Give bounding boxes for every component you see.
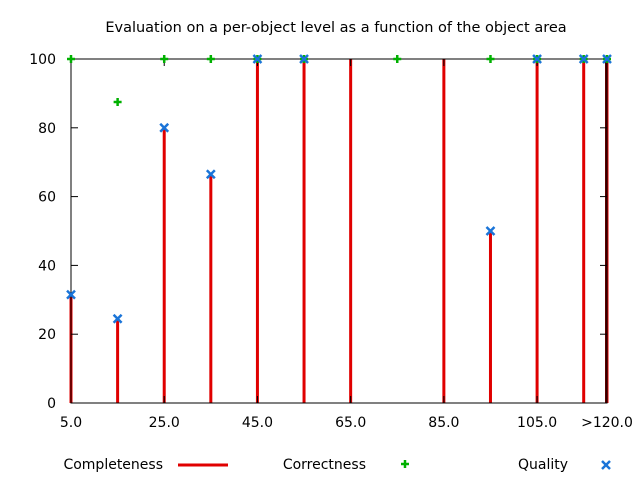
quality-point: [159, 122, 170, 133]
quality-point: [578, 54, 589, 64]
quality-marker-b: [532, 54, 542, 64]
quality-marker-b: [112, 313, 123, 324]
correctness-point: [160, 55, 169, 63]
correctness-point: [113, 98, 122, 106]
quality-marker-b: [299, 54, 309, 64]
quality-point: [112, 313, 123, 324]
legend-swatch-correctness: [401, 460, 409, 468]
quality-marker-b: [578, 54, 589, 64]
y-tick-label: 0: [47, 396, 56, 412]
quality-point: [205, 169, 216, 180]
x-tick-label: 5.0: [60, 415, 82, 431]
quality-marker-b: [252, 54, 263, 64]
quality-point: [66, 289, 76, 300]
y-tick-label: 100: [29, 52, 56, 68]
quality-point: [602, 54, 612, 64]
quality-marker-b: [205, 169, 216, 180]
quality-marker-b: [485, 226, 496, 236]
quality-point: [299, 54, 309, 64]
plot-frame: [70, 58, 608, 404]
quality-marker-b: [601, 460, 611, 470]
correctness-point: [393, 55, 402, 63]
y-tick-label: 40: [38, 258, 56, 274]
x-tick-label: 25.0: [149, 415, 180, 431]
x-tick-label: 65.0: [335, 415, 366, 431]
quality-marker-b: [602, 54, 612, 64]
legend-label: Quality: [518, 457, 568, 473]
y-tick-label: 80: [38, 121, 56, 137]
legend-label: Completeness: [63, 457, 163, 473]
x-tick-label: 85.0: [428, 415, 459, 431]
chart-title: Evaluation on a per-object level as a fu…: [105, 20, 566, 36]
x-tick-label: >120.0: [581, 415, 633, 431]
legend-swatch-quality: [601, 460, 611, 470]
y-tick-label: 20: [38, 327, 56, 343]
x-tick-label: 105.0: [517, 415, 557, 431]
markers-layer: [66, 54, 612, 324]
bars-layer: [69, 59, 609, 403]
correctness-point: [486, 55, 495, 63]
quality-marker-b: [66, 289, 76, 300]
legend: Completeness Correctness Quality: [63, 457, 611, 473]
x-tick-label: 45.0: [242, 415, 273, 431]
correctness-point: [206, 55, 215, 63]
quality-marker-b: [159, 122, 170, 133]
quality-point: [252, 54, 263, 64]
quality-point: [532, 54, 542, 64]
legend-label: Correctness: [283, 457, 366, 473]
y-tick-label: 60: [38, 190, 56, 206]
correctness-point: [67, 55, 75, 63]
quality-point: [485, 226, 496, 236]
axis-ticks: 0 20 40 60 80 100 5.0 25.0 45.0 65.0 85.0 105.0 >120…: [29, 52, 633, 431]
